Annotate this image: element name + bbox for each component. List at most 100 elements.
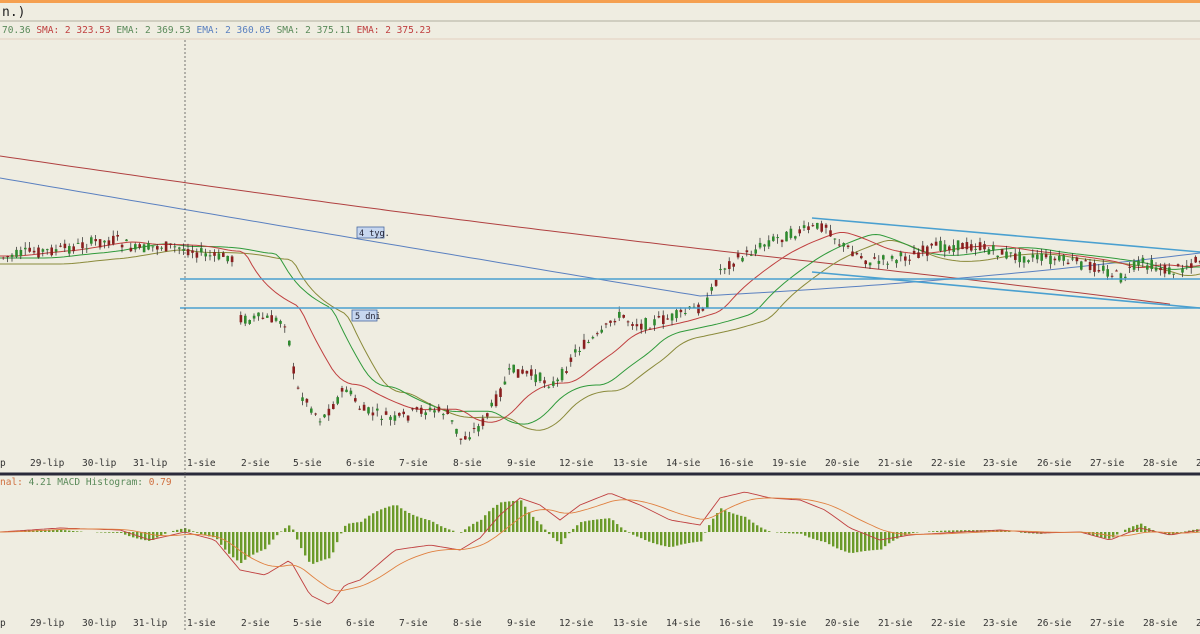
candle-body bbox=[196, 252, 199, 257]
candle-body bbox=[512, 365, 515, 373]
macd-histogram-bar bbox=[616, 524, 618, 532]
candle-body bbox=[460, 439, 463, 440]
candle-body bbox=[200, 248, 203, 252]
candle-body bbox=[631, 324, 634, 326]
macd-histogram-bar bbox=[648, 532, 650, 542]
macd-panel[interactable] bbox=[0, 492, 1200, 604]
candle-body bbox=[838, 244, 841, 245]
candle-body bbox=[81, 242, 84, 248]
macd-histogram-bar bbox=[72, 531, 74, 532]
sma-mid-line bbox=[0, 241, 1200, 431]
macd-histogram-bar bbox=[60, 530, 62, 532]
candle-body bbox=[719, 269, 722, 270]
candle-body bbox=[319, 421, 322, 422]
candle-body bbox=[1098, 270, 1101, 271]
candle-body bbox=[860, 256, 863, 258]
date-label-price: 9-sie bbox=[507, 458, 536, 469]
date-label-macd: 14-sie bbox=[666, 618, 701, 629]
candle-body bbox=[402, 412, 405, 414]
candle-body bbox=[226, 256, 229, 261]
candle-body bbox=[1040, 253, 1043, 260]
candle-body bbox=[204, 253, 207, 256]
candle-body bbox=[130, 248, 133, 252]
candle-body bbox=[922, 246, 925, 253]
candle-body bbox=[790, 229, 793, 238]
candle-body bbox=[376, 409, 379, 411]
date-label-macd: 22-sie bbox=[931, 618, 966, 629]
candle-body bbox=[930, 244, 933, 246]
date-label-price: 29-lip bbox=[30, 458, 65, 469]
macd-histogram-bar bbox=[540, 524, 542, 532]
macd-indicator-legend: nal: 4.21 MACD Histogram: 0.79 bbox=[0, 477, 172, 488]
macd-histogram-bar bbox=[944, 531, 946, 532]
macd-histogram-bar bbox=[628, 532, 630, 533]
macd-histogram-bar bbox=[248, 532, 250, 557]
candle-body bbox=[257, 313, 260, 317]
date-label-macd: 20-sie bbox=[825, 618, 860, 629]
macd-histogram-bar bbox=[828, 532, 830, 544]
macd-histogram-bar bbox=[804, 532, 806, 536]
macd-histogram-bar bbox=[296, 532, 298, 540]
macd-histogram-bar bbox=[472, 524, 474, 532]
macd-histogram-bar bbox=[848, 532, 850, 553]
macd-histogram-bar bbox=[588, 521, 590, 532]
macd-histogram-bar bbox=[928, 531, 930, 532]
macd-histogram-bar bbox=[348, 524, 350, 532]
candle-body bbox=[284, 326, 287, 327]
macd-histogram-bar bbox=[824, 532, 826, 542]
candle-body bbox=[1128, 267, 1131, 268]
annotation-5-days-label: 5 dni bbox=[355, 312, 381, 322]
candle-body bbox=[913, 251, 916, 254]
macd-histogram-bar bbox=[112, 532, 114, 533]
date-label-price: 21-sie bbox=[878, 458, 913, 469]
candle-body bbox=[64, 244, 67, 248]
candle-body bbox=[882, 255, 885, 259]
annotation-5-days[interactable]: 5 dni bbox=[352, 310, 381, 322]
macd-histogram-bar bbox=[816, 532, 818, 540]
date-label-price: 30-lip bbox=[82, 458, 117, 469]
candle-body bbox=[1106, 269, 1109, 276]
price-panel[interactable] bbox=[0, 156, 1200, 445]
candle-body bbox=[482, 418, 485, 426]
candle-body bbox=[1045, 254, 1048, 257]
macd-histogram-bar bbox=[688, 532, 690, 543]
macd-histogram-bar bbox=[768, 531, 770, 532]
macd-histogram-bar bbox=[800, 532, 802, 534]
macd-histogram-bar bbox=[536, 521, 538, 532]
candle-body bbox=[1001, 249, 1004, 254]
candle-body bbox=[1150, 260, 1153, 269]
candle-body bbox=[988, 249, 991, 254]
price-legend-item-4: SMA: 2 375.11 bbox=[271, 25, 351, 36]
macd-histogram-bar bbox=[680, 532, 682, 545]
candle-body bbox=[187, 249, 190, 255]
candle-body bbox=[966, 242, 969, 249]
candle-body bbox=[152, 246, 155, 247]
candle-body bbox=[314, 414, 317, 415]
candle-body bbox=[385, 411, 388, 414]
candle-body bbox=[816, 223, 819, 229]
macd-histogram-bar bbox=[940, 531, 942, 532]
candle-body bbox=[908, 260, 911, 261]
candle-body bbox=[499, 388, 502, 396]
macd-histogram-bar bbox=[376, 511, 378, 532]
macd-histogram-bar bbox=[656, 532, 658, 544]
candle-body bbox=[218, 253, 221, 259]
candle-body bbox=[1093, 263, 1096, 272]
macd-histogram-bar bbox=[740, 516, 742, 532]
macd-histogram-bar bbox=[840, 532, 842, 550]
price-legend-item-5: EMA: 2 375.23 bbox=[351, 25, 431, 36]
candle-body bbox=[477, 426, 480, 431]
candle-body bbox=[407, 416, 410, 421]
macd-histogram-bar bbox=[672, 532, 674, 547]
candle-body bbox=[332, 404, 335, 409]
candle-body bbox=[517, 369, 520, 377]
candle-body bbox=[886, 264, 889, 265]
candle-body bbox=[33, 251, 36, 253]
annotation-4-weeks[interactable]: 4 tyg. bbox=[357, 227, 390, 239]
candle-body bbox=[248, 320, 251, 324]
candle-body bbox=[1014, 254, 1017, 260]
macd-histogram-bar bbox=[700, 532, 702, 541]
date-label-price: 1-sie bbox=[187, 458, 216, 469]
